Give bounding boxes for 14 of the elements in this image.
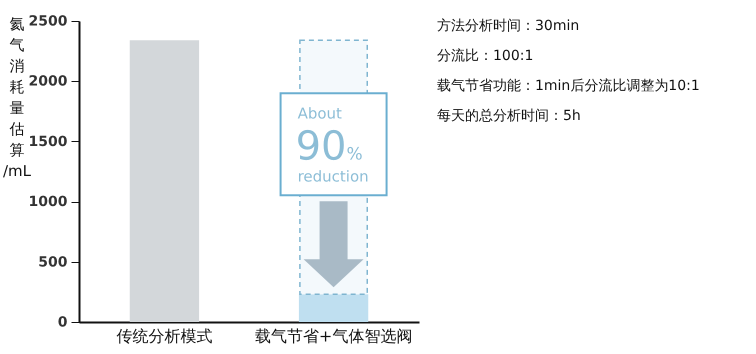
x-tick-label: 载气节省+气体智选阀 — [254, 326, 412, 346]
annotation: About 90% reduction — [296, 104, 369, 186]
text: 每天的总分析时间：5h — [437, 107, 582, 126]
y-tick-label: 2500 — [28, 14, 68, 30]
reduction-callout: About 90% reduction — [280, 40, 388, 296]
y-tick-label: 1500 — [28, 134, 68, 150]
x-tick-label: 传统分析模式 — [116, 326, 212, 346]
text: 载气节省功能：1min后分流比调整为10:1 — [437, 77, 700, 96]
y-tick-label: 0 — [58, 314, 68, 330]
text: 分流比：100:1 — [437, 47, 534, 66]
text: 方法分析时间：30min — [437, 17, 580, 36]
y-tick-label: 1000 — [28, 194, 68, 210]
y-tick-label: 500 — [38, 254, 68, 270]
y-tick-label: 2000 — [28, 74, 68, 90]
